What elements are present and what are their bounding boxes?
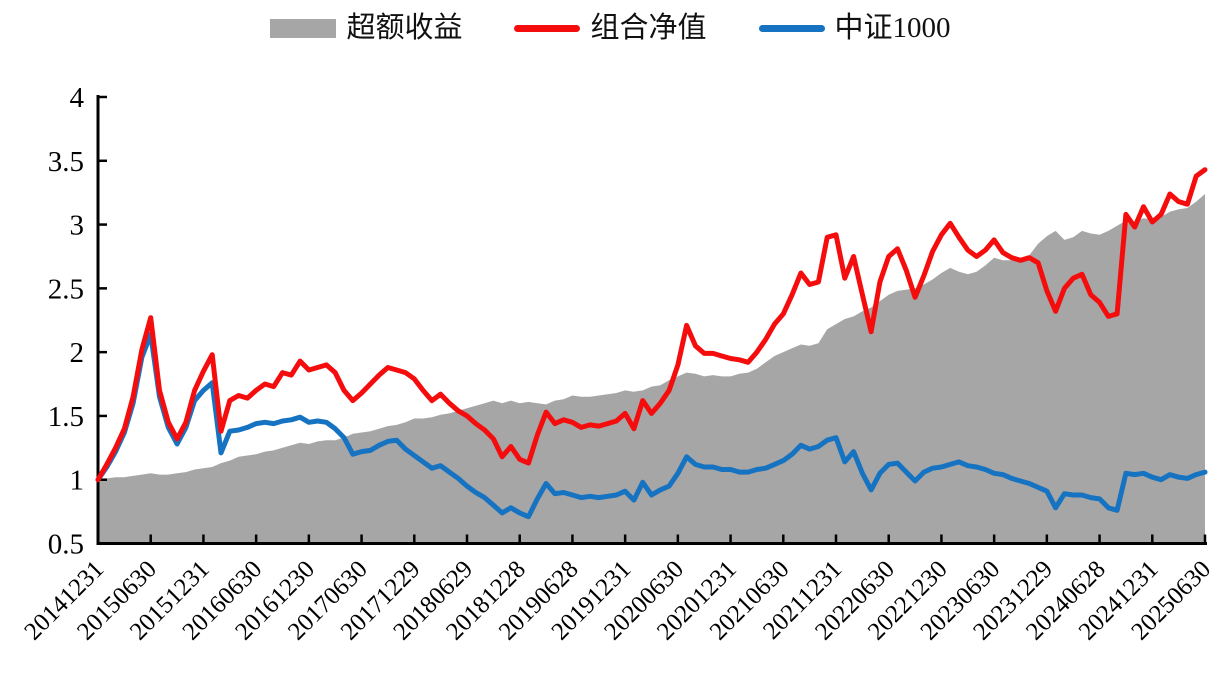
y-axis-tick-label: 0.5 <box>48 529 84 561</box>
portfolio-nav-line <box>95 167 1208 483</box>
portfolio-nav-line-swatch <box>514 25 581 32</box>
excess-return-area-swatch <box>270 19 337 38</box>
legend-label-portfolio-nav: 组合净值 <box>590 12 707 44</box>
y-axis-tick-label: 3.5 <box>48 146 84 178</box>
y-axis-tick-label: 2 <box>70 337 85 369</box>
excess-return-area <box>98 194 1205 544</box>
csi1000-line-swatch <box>758 25 825 32</box>
legend-label-excess-return: 超额收益 <box>346 12 463 44</box>
csi1000-line <box>95 331 1208 520</box>
y-axis-tick-label: 4 <box>70 82 85 114</box>
legend-label-csi1000: 中证1000 <box>834 12 951 44</box>
legend-item-portfolio-nav: 组合净值 <box>514 12 707 44</box>
legend-item-csi1000: 中证1000 <box>758 12 951 44</box>
y-axis-tick-label: 3 <box>70 210 85 242</box>
y-axis-tick-label: 2.5 <box>48 273 84 305</box>
y-axis-tick-label: 1.5 <box>48 401 84 433</box>
legend-item-excess-return: 超额收益 <box>270 14 462 43</box>
y-axis-tick-label: 1 <box>70 465 85 497</box>
chart-legend: 超额收益 组合净值 中证1000 <box>0 14 1221 43</box>
